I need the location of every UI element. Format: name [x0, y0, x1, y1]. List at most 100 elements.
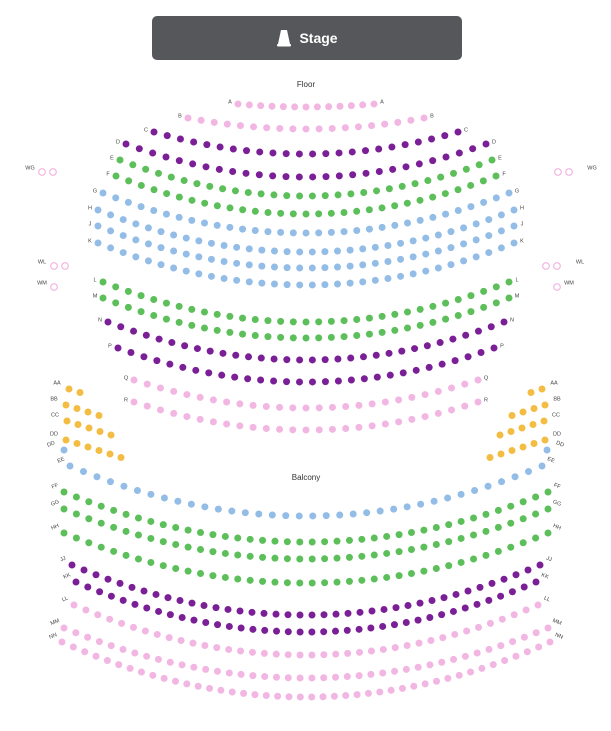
seat-KK-32[interactable] [438, 611, 446, 619]
seat-H-7[interactable] [170, 231, 178, 239]
seat-P-2[interactable] [127, 349, 135, 357]
seat-JJ-16[interactable] [248, 608, 256, 616]
seat-Q-17[interactable] [342, 403, 350, 411]
seat-BB-left-3[interactable] [84, 408, 92, 416]
seat-H-24[interactable] [384, 241, 392, 249]
seat-HH-22[interactable] [321, 579, 329, 587]
seat-E-27[interactable] [450, 169, 458, 177]
seat-FF-17[interactable] [259, 536, 267, 544]
seat-M-4[interactable] [137, 308, 145, 316]
seat-F-18[interactable] [327, 209, 335, 217]
seat-FF-14[interactable] [221, 532, 229, 540]
seat-J-22[interactable] [359, 261, 367, 269]
seat-LL-11[interactable] [189, 639, 197, 647]
seat-G-27[interactable] [429, 213, 437, 221]
seat-Q-24[interactable] [434, 387, 442, 395]
seat-HH-38[interactable] [519, 539, 527, 547]
seat-F-13[interactable] [264, 208, 272, 216]
seat-M-1[interactable] [99, 294, 107, 302]
seat-R-7[interactable] [209, 418, 217, 426]
seat-CC-left-1[interactable] [63, 417, 71, 425]
seat-E-7[interactable] [193, 180, 201, 188]
seat-WG-left-2[interactable] [49, 168, 57, 176]
seat-H-19[interactable] [321, 248, 329, 256]
seat-Q-21[interactable] [395, 396, 403, 404]
seat-K-29[interactable] [447, 261, 455, 269]
seat-GG-21[interactable] [308, 555, 316, 563]
seat-LL-31[interactable] [427, 637, 435, 645]
seat-LL-22[interactable] [320, 651, 328, 659]
seat-D-7[interactable] [202, 163, 210, 171]
seat-D-1[interactable] [122, 140, 130, 148]
seat-GG-30[interactable] [420, 543, 428, 551]
seat-NN-42[interactable] [523, 648, 531, 656]
seat-NN-14[interactable] [206, 684, 214, 692]
seat-LL-8[interactable] [153, 630, 161, 638]
seat-B-16[interactable] [381, 120, 389, 128]
seat-C-6[interactable] [216, 143, 224, 151]
seat-Q-10[interactable] [249, 401, 257, 409]
seat-J-21[interactable] [346, 262, 354, 270]
seat-EE-24[interactable] [376, 507, 384, 515]
seat-G-24[interactable] [391, 221, 399, 229]
seat-N-14[interactable] [270, 355, 278, 363]
seat-L-31[interactable] [480, 287, 488, 295]
seat-F-25[interactable] [416, 196, 424, 204]
seat-P-13[interactable] [270, 377, 278, 385]
seat-A-12[interactable] [359, 101, 367, 109]
seat-JJ-36[interactable] [488, 579, 496, 587]
seat-FF-8[interactable] [147, 517, 155, 525]
seat-JJ-26[interactable] [368, 607, 376, 615]
seat-EE-11[interactable] [201, 503, 209, 511]
seat-M-13[interactable] [251, 332, 259, 339]
seat-KK-13[interactable] [214, 621, 222, 629]
seat-GG-37[interactable] [507, 519, 515, 527]
seat-M-5[interactable] [150, 312, 158, 319]
seat-NN-25[interactable] [330, 692, 338, 700]
seat-N-27[interactable] [436, 339, 444, 347]
seat-L-16[interactable] [289, 318, 297, 326]
seat-K-26[interactable] [409, 270, 417, 278]
seat-MM-16[interactable] [237, 670, 245, 678]
seat-L-19[interactable] [327, 317, 335, 325]
seat-E-10[interactable] [231, 187, 239, 195]
seat-N-1[interactable] [104, 318, 112, 326]
seat-GG-36[interactable] [494, 523, 502, 531]
seat-E-19[interactable] [347, 190, 355, 198]
seat-P-12[interactable] [257, 376, 265, 384]
seat-DD-right-1[interactable] [541, 436, 549, 444]
seat-J-24[interactable] [384, 257, 392, 265]
seat-KK-21[interactable] [308, 628, 316, 636]
seat-G-20[interactable] [340, 228, 348, 236]
seat-N-13[interactable] [257, 354, 265, 362]
seat-H-30[interactable] [460, 224, 468, 232]
seat-M-23[interactable] [378, 328, 386, 336]
seat-D-13[interactable] [282, 173, 290, 181]
seat-EE-10[interactable] [187, 500, 195, 508]
seat-HH-21[interactable] [308, 579, 316, 587]
seat-P-25[interactable] [425, 363, 433, 371]
seat-FF-32[interactable] [445, 521, 453, 529]
seat-C-15[interactable] [335, 149, 343, 157]
seat-M-28[interactable] [442, 315, 450, 323]
seat-GG-25[interactable] [358, 552, 366, 560]
seat-R-27[interactable] [474, 398, 482, 406]
seat-R-26[interactable] [461, 402, 469, 410]
seat-L-20[interactable] [340, 317, 348, 325]
seat-HH-20[interactable] [296, 579, 304, 587]
seat-L-1[interactable] [99, 278, 107, 286]
seat-WM-left-1[interactable] [50, 283, 58, 291]
seat-J-18[interactable] [308, 264, 316, 272]
seat-KK-16[interactable] [249, 625, 257, 633]
seat-M-12[interactable] [239, 330, 247, 338]
seat-FF-40[interactable] [544, 488, 552, 496]
seat-H-4[interactable] [132, 220, 140, 228]
seat-MM-22[interactable] [308, 674, 316, 682]
seat-LL-28[interactable] [391, 644, 399, 652]
seat-L-12[interactable] [239, 314, 247, 322]
seat-NN-43[interactable] [535, 643, 543, 651]
seat-G-11[interactable] [226, 223, 234, 231]
seat-J-4[interactable] [132, 236, 140, 244]
seat-KK-8[interactable] [155, 607, 163, 615]
seat-F-23[interactable] [391, 202, 399, 210]
